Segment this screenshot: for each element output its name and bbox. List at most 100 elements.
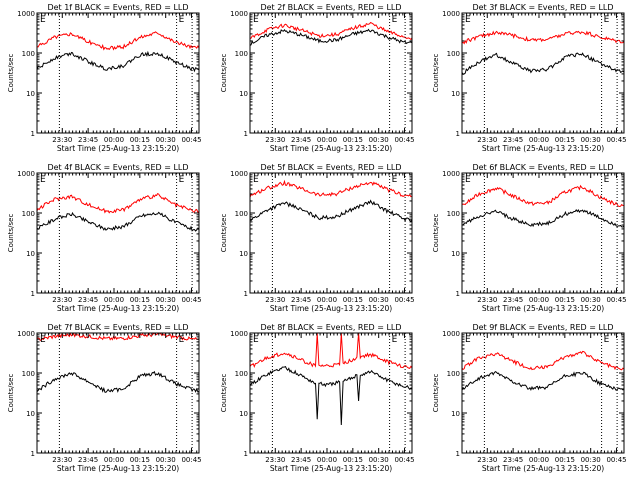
x-tick-label: 23:30 <box>265 456 285 464</box>
y-tick-label: 10 <box>239 90 248 98</box>
series-line-lld <box>462 350 624 371</box>
y-tick-label: 1 <box>31 290 35 298</box>
y-tick-label: 10 <box>451 410 460 418</box>
panel-title: Det 1f BLACK = Events, RED = LLD <box>47 3 188 12</box>
panel-title: Det 4f BLACK = Events, RED = LLD <box>47 163 188 172</box>
x-axis-label: Start Time (25-Aug-13 23:15:20) <box>270 464 392 473</box>
marker-label: E <box>40 15 46 25</box>
y-tick-label: 10 <box>239 250 248 258</box>
x-tick-label: 00:15 <box>343 136 363 144</box>
x-tick-label: 00:45 <box>181 136 201 144</box>
x-tick-label: 23:45 <box>503 136 523 144</box>
x-tick-label: 00:45 <box>394 456 414 464</box>
series-line-lld <box>37 192 199 214</box>
y-tick-label: 1000 <box>442 170 460 178</box>
y-axis-label: Counts/sec <box>220 374 228 413</box>
marker-label: E <box>465 335 471 345</box>
panel-title: Det 8f BLACK = Events, RED = LLD <box>260 323 401 332</box>
series-line-events <box>462 209 624 228</box>
panel-title: Det 7f BLACK = Events, RED = LLD <box>47 323 188 332</box>
series-line-lld <box>462 30 624 45</box>
x-tick-label: 00:45 <box>181 456 201 464</box>
marker-label: E <box>179 175 185 185</box>
x-tick-label: 00:30 <box>156 296 176 304</box>
marker-label: E <box>604 335 610 345</box>
marker-label: E <box>253 175 259 185</box>
marker-label: E <box>40 175 46 185</box>
x-tick-label: 00:00 <box>104 136 124 144</box>
y-axis-label: Counts/sec <box>220 54 228 93</box>
y-tick-label: 1 <box>456 450 460 458</box>
y-tick-label: 1 <box>456 130 460 138</box>
x-axis-label: Start Time (25-Aug-13 23:15:20) <box>482 304 604 313</box>
x-axis-label: Start Time (25-Aug-13 23:15:20) <box>57 464 179 473</box>
x-tick-label: 00:15 <box>130 296 150 304</box>
y-tick-label: 10 <box>26 250 35 258</box>
y-tick-label: 100 <box>447 50 460 58</box>
x-axis-label: Start Time (25-Aug-13 23:15:20) <box>57 144 179 153</box>
y-tick-label: 1 <box>31 450 35 458</box>
x-tick-label: 23:30 <box>477 136 497 144</box>
y-tick-label: 1 <box>456 290 460 298</box>
x-tick-label: 00:15 <box>555 136 575 144</box>
x-axis-label: Start Time (25-Aug-13 23:15:20) <box>270 304 392 313</box>
y-tick-label: 100 <box>22 370 35 378</box>
marker-label: E <box>179 15 185 25</box>
x-axis-label: Start Time (25-Aug-13 23:15:20) <box>482 464 604 473</box>
series-line-lld <box>250 333 412 370</box>
x-tick-label: 00:00 <box>317 296 337 304</box>
plot-frame <box>461 332 625 454</box>
x-tick-label: 23:30 <box>265 136 285 144</box>
x-tick-label: 00:00 <box>529 296 549 304</box>
y-axis-label: Counts/sec <box>220 214 228 253</box>
y-tick-label: 1000 <box>230 330 248 338</box>
x-tick-label: 00:30 <box>156 456 176 464</box>
y-tick-label: 1 <box>244 130 248 138</box>
x-tick-label: 23:45 <box>503 296 523 304</box>
x-tick-label: 00:30 <box>156 136 176 144</box>
series-line-lld <box>462 184 624 208</box>
y-tick-label: 10 <box>451 90 460 98</box>
x-tick-label: 00:45 <box>606 456 626 464</box>
y-axis-label: Counts/sec <box>7 54 15 93</box>
y-tick-label: 1000 <box>17 10 35 18</box>
x-tick-label: 00:15 <box>130 456 150 464</box>
marker-label: E <box>604 175 610 185</box>
plot-frame <box>36 172 200 294</box>
y-tick-label: 1 <box>31 130 35 138</box>
y-tick-label: 100 <box>22 50 35 58</box>
marker-label: E <box>392 335 398 345</box>
y-axis-label: Counts/sec <box>432 374 440 413</box>
series-line-lld <box>37 31 199 51</box>
series-line-events <box>37 370 199 393</box>
plot-frame <box>249 172 413 294</box>
y-tick-label: 1000 <box>442 330 460 338</box>
y-tick-label: 1000 <box>230 170 248 178</box>
marker-label: E <box>392 175 398 185</box>
series-line-events <box>250 199 412 223</box>
y-tick-label: 10 <box>26 410 35 418</box>
y-axis-label: Counts/sec <box>432 54 440 93</box>
y-axis-label: Counts/sec <box>432 214 440 253</box>
x-tick-label: 23:45 <box>291 136 311 144</box>
x-tick-label: 00:30 <box>369 456 389 464</box>
panel-title: Det 5f BLACK = Events, RED = LLD <box>260 163 401 172</box>
x-tick-label: 23:45 <box>503 456 523 464</box>
x-tick-label: 00:15 <box>343 296 363 304</box>
series-line-events <box>462 370 624 392</box>
x-tick-label: 00:30 <box>581 136 601 144</box>
plot-frame <box>249 12 413 134</box>
series-line-lld <box>250 21 412 41</box>
x-tick-label: 23:45 <box>291 456 311 464</box>
x-tick-label: 00:45 <box>394 296 414 304</box>
x-tick-label: 00:15 <box>555 296 575 304</box>
series-line-events <box>250 28 412 46</box>
series-line-events <box>250 365 412 426</box>
x-tick-label: 00:00 <box>104 296 124 304</box>
plot-frame <box>461 172 625 294</box>
